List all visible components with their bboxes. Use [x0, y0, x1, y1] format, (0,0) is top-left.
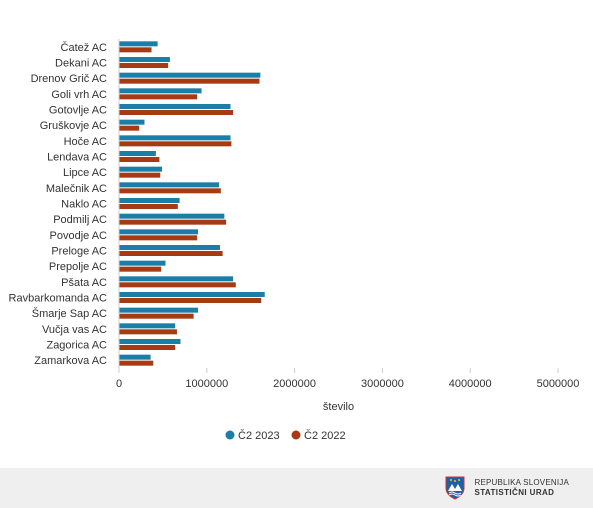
category-label: Lendava AC [47, 152, 107, 164]
x-tick-label: 0 [116, 378, 122, 390]
category-label: Šmarje Sap AC [32, 307, 107, 320]
category-label: Zagorica AC [46, 340, 107, 352]
footer: REPUBLIKA SLOVENIJA STATISTIČNI URAD [0, 468, 593, 508]
category-label: Povodje AC [50, 230, 108, 242]
bar-series-1[interactable] [119, 307, 199, 313]
bar-series-1[interactable] [119, 213, 225, 219]
category-label: Goli vrh AC [51, 89, 107, 101]
category-label: Ravbarkomanda AC [9, 293, 107, 305]
org-line-2: STATISTIČNI URAD [474, 488, 555, 497]
bar-series-2[interactable] [119, 282, 236, 288]
bar-series-2[interactable] [119, 63, 169, 68]
bar-series-2[interactable] [119, 188, 221, 194]
bar-series-1[interactable] [119, 88, 202, 94]
x-tick-label: 5000000 [537, 378, 580, 390]
category-label: Čatež AC [61, 41, 108, 54]
bar-series-1[interactable] [119, 323, 176, 329]
category-label: Preloge AC [51, 246, 107, 258]
statistical-office-logo[interactable]: REPUBLIKA SLOVENIJA STATISTIČNI URAD [444, 476, 569, 500]
bar-series-2[interactable] [119, 235, 198, 241]
bar-series-1[interactable] [119, 292, 265, 297]
bar-series-2[interactable] [119, 251, 223, 256]
bar-series-1[interactable] [119, 119, 145, 125]
bar-series-2[interactable] [119, 313, 194, 319]
bar-series-2[interactable] [119, 345, 176, 350]
x-tick-label: 2000000 [273, 378, 316, 390]
bar-series-1[interactable] [119, 198, 180, 203]
bar-series-2[interactable] [119, 219, 227, 225]
bar-series-2[interactable] [119, 125, 140, 131]
category-label: Malečnik AC [46, 183, 107, 195]
category-label: Naklo AC [61, 199, 107, 211]
bar-series-2[interactable] [119, 110, 234, 115]
category-label: Podmilj AC [53, 214, 107, 226]
bars [119, 41, 265, 366]
legend-label[interactable]: Č2 2022 [304, 429, 346, 442]
bar-series-1[interactable] [119, 245, 220, 250]
category-label: Gotovlje AC [49, 105, 107, 117]
x-tick-label: 3000000 [361, 378, 404, 390]
bar-series-1[interactable] [119, 135, 231, 141]
bar-series-2[interactable] [119, 94, 198, 100]
category-label: Pšata AC [61, 277, 107, 289]
bar-series-2[interactable] [119, 47, 152, 53]
bar-series-2[interactable] [119, 266, 162, 272]
bar-series-2[interactable] [119, 157, 160, 162]
bar-series-2[interactable] [119, 204, 178, 209]
legend-label[interactable]: Č2 2023 [238, 429, 280, 442]
bar-series-1[interactable] [119, 354, 151, 360]
bar-series-1[interactable] [119, 41, 158, 47]
bar-series-1[interactable] [119, 151, 156, 156]
bar-series-2[interactable] [119, 298, 262, 303]
legend-marker[interactable] [291, 430, 301, 440]
category-label: Vučja vas AC [42, 324, 107, 336]
category-labels: Čatež AC Dekani AC Drenov Grič AC Goli vrh … [9, 41, 108, 367]
bar-chart: Čatež AC Dekani AC Drenov Grič AC Goli vrh … [9, 39, 579, 442]
category-label: Hoče AC [64, 136, 107, 148]
category-label: Zamarkova AC [34, 355, 107, 367]
category-label: Lipce AC [63, 167, 107, 179]
category-label: Dekani AC [55, 58, 107, 70]
bar-series-1[interactable] [119, 229, 199, 235]
bar-series-2[interactable] [119, 141, 232, 147]
bar-series-1[interactable] [119, 182, 220, 188]
slovenia-crest-icon [445, 476, 465, 500]
bar-series-1[interactable] [119, 339, 181, 344]
x-tick-label: 1000000 [185, 378, 228, 390]
bar-series-1[interactable] [119, 166, 163, 172]
bar-series-2[interactable] [119, 329, 177, 335]
x-tick-label: 4000000 [449, 378, 492, 390]
category-label: Drenov Grič AC [31, 73, 107, 85]
bar-series-1[interactable] [119, 276, 234, 282]
org-line-1: REPUBLIKA SLOVENIJA [474, 478, 569, 487]
bar-series-2[interactable] [119, 172, 161, 178]
bar-series-1[interactable] [119, 72, 261, 78]
bar-series-1[interactable] [119, 104, 231, 109]
bar-series-1[interactable] [119, 57, 170, 62]
x-axis-title: število [323, 401, 354, 413]
bar-series-1[interactable] [119, 260, 166, 266]
bar-series-2[interactable] [119, 78, 260, 84]
category-label: Gruškovje AC [40, 120, 107, 132]
legend[interactable]: Č2 2023 Č2 2022 [225, 429, 346, 442]
category-label: Prepolje AC [49, 261, 107, 273]
x-axis-ticks: 0 1000000 2000000 3000000 4000000 5000000 [116, 368, 579, 390]
bar-series-2[interactable] [119, 360, 154, 366]
legend-marker[interactable] [225, 430, 235, 440]
